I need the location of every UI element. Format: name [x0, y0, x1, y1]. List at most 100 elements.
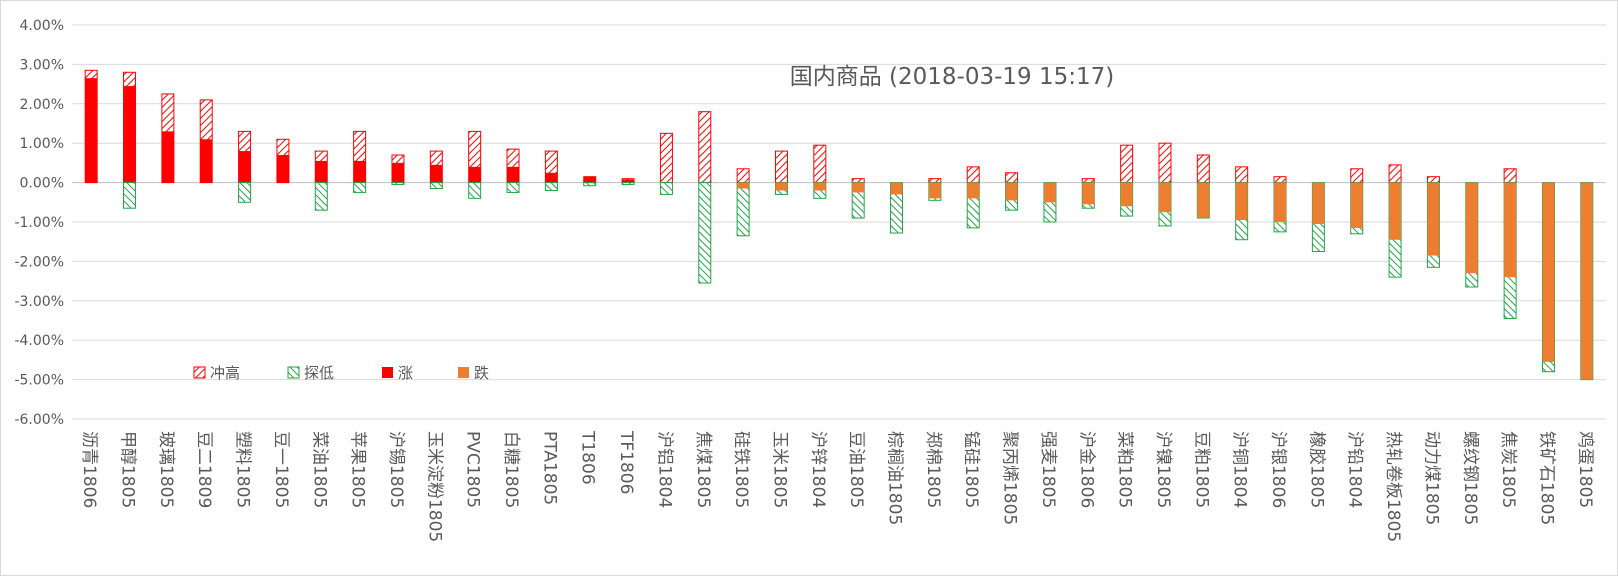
- bar-down: [1350, 182, 1363, 228]
- x-tick-label: 焦煤1805: [693, 431, 713, 508]
- x-tick-label: 聚丙烯1805: [1000, 431, 1020, 525]
- x-tick-label: PTA1805: [539, 431, 559, 505]
- bar-low: [736, 182, 750, 237]
- chart-title: 国内商品 (2018-03-19 15:17): [790, 64, 1115, 90]
- bar-up: [583, 176, 596, 183]
- x-tick-label: 菜油1805: [309, 431, 329, 508]
- bar-up: [238, 151, 251, 183]
- y-axis: 4.00% 3.00% 2.00% 1.00% 0.00% -1.00% -2.00% -3.…: [14, 18, 64, 428]
- x-tick-label: 铁矿石1805: [1536, 431, 1556, 525]
- bar-high: [928, 178, 942, 184]
- y-tick-label: -1.00%: [14, 215, 64, 231]
- x-tick-label: 玻璃1805: [156, 431, 176, 508]
- y-tick-label: -3.00%: [14, 294, 64, 310]
- legend-label-down: 跌: [474, 364, 489, 382]
- x-tick-label: 豆一1805: [271, 431, 291, 508]
- legend-label-low: 探低: [304, 364, 334, 382]
- bar-up: [507, 166, 520, 183]
- bar-low: [391, 182, 405, 186]
- bar-down: [1235, 182, 1248, 221]
- x-tick-label: 沥青1806: [79, 431, 99, 508]
- bar-high: [1388, 164, 1402, 184]
- bar-low: [468, 182, 482, 199]
- x-tick-label: 沪铅1804: [1345, 431, 1365, 508]
- legend-swatch-down: [458, 367, 469, 378]
- bar-up: [391, 162, 404, 183]
- bar-high: [1273, 176, 1287, 184]
- x-tick-label: 白糖1805: [501, 431, 521, 508]
- y-tick-label: -2.00%: [14, 254, 64, 270]
- x-tick-label: 锰硅1805: [961, 431, 981, 508]
- y-tick-label: 2.00%: [20, 97, 64, 113]
- x-tick-label: T1806: [578, 430, 598, 485]
- bar-high: [659, 132, 673, 184]
- bar-high: [736, 168, 750, 184]
- x-tick-label: 甲醇1805: [118, 431, 138, 508]
- y-tick-label: -4.00%: [14, 333, 64, 349]
- x-tick-label: 苹果1805: [348, 431, 368, 508]
- bar-down: [1312, 182, 1325, 224]
- x-tick-label: 玉米1805: [769, 431, 789, 508]
- bar-low: [123, 182, 137, 209]
- bar-down: [1389, 182, 1402, 240]
- x-tick-label: PVC1805: [463, 431, 483, 508]
- y-tick-label: 1.00%: [20, 136, 64, 152]
- y-tick-label: -5.00%: [14, 373, 64, 389]
- bar-down: [1504, 182, 1517, 278]
- x-tick-label: 沪金1806: [1076, 431, 1096, 508]
- x-axis: 沥青1806 甲醇1805 玻璃1805 豆二1809 塑料1805 豆一1805 菜油18…: [79, 430, 1595, 542]
- bar-high: [1235, 166, 1249, 184]
- bar-down: [1082, 182, 1095, 205]
- x-tick-label: 郑棉1805: [923, 431, 943, 508]
- bar-low: [314, 182, 328, 211]
- bar-low: [353, 182, 367, 193]
- bar-up: [315, 160, 328, 183]
- legend-label-up: 涨: [398, 364, 413, 382]
- x-tick-label: 沪锌1804: [808, 431, 828, 508]
- bar-high: [813, 144, 827, 184]
- bar-low: [544, 182, 558, 191]
- bar-down: [775, 182, 788, 191]
- y-tick-label: -6.00%: [14, 412, 64, 428]
- bars: [84, 69, 1594, 381]
- bar-up: [276, 155, 289, 183]
- bar-high: [1158, 142, 1172, 184]
- bar-down: [813, 182, 826, 191]
- legend-label-high: 冲高: [210, 364, 240, 382]
- x-tick-label: 玉米淀粉1805: [424, 431, 444, 542]
- x-tick-label: 沪铜1804: [1230, 431, 1250, 508]
- x-tick-label: 塑料1805: [233, 431, 253, 508]
- bar-up: [123, 86, 136, 183]
- y-tick-label: 0.00%: [20, 176, 64, 192]
- legend: 冲高 探低 涨 跌: [193, 364, 489, 382]
- bar-up: [200, 139, 213, 183]
- bar-low: [238, 182, 252, 203]
- bar-up: [468, 166, 481, 183]
- bar-low: [429, 182, 443, 190]
- bar-low: [621, 182, 635, 186]
- bar-up: [545, 172, 558, 183]
- bar-up: [353, 160, 366, 183]
- bar-high: [1120, 144, 1134, 184]
- bar-high: [774, 150, 788, 184]
- bar-down: [1274, 182, 1287, 222]
- x-tick-label: 沪铝1804: [654, 431, 674, 508]
- bar-down: [1197, 182, 1210, 219]
- bar-low: [583, 182, 597, 187]
- bar-down: [1427, 182, 1440, 256]
- x-tick-label: 沪镍1805: [1153, 431, 1173, 508]
- x-tick-label: 菜粕1805: [1115, 431, 1135, 508]
- bar-up: [622, 179, 635, 183]
- bar-low: [506, 182, 520, 193]
- x-tick-label: 豆油1805: [846, 431, 866, 508]
- x-tick-label: TF1806: [616, 430, 636, 494]
- x-tick-label: 沪锡1805: [386, 431, 406, 508]
- bar-high: [1426, 176, 1440, 184]
- bar-high: [1081, 178, 1095, 184]
- legend-swatch-high: [193, 366, 206, 379]
- legend-swatch-up: [382, 367, 393, 378]
- bar-high: [966, 166, 980, 184]
- x-tick-label: 鸡蛋1805: [1575, 431, 1595, 508]
